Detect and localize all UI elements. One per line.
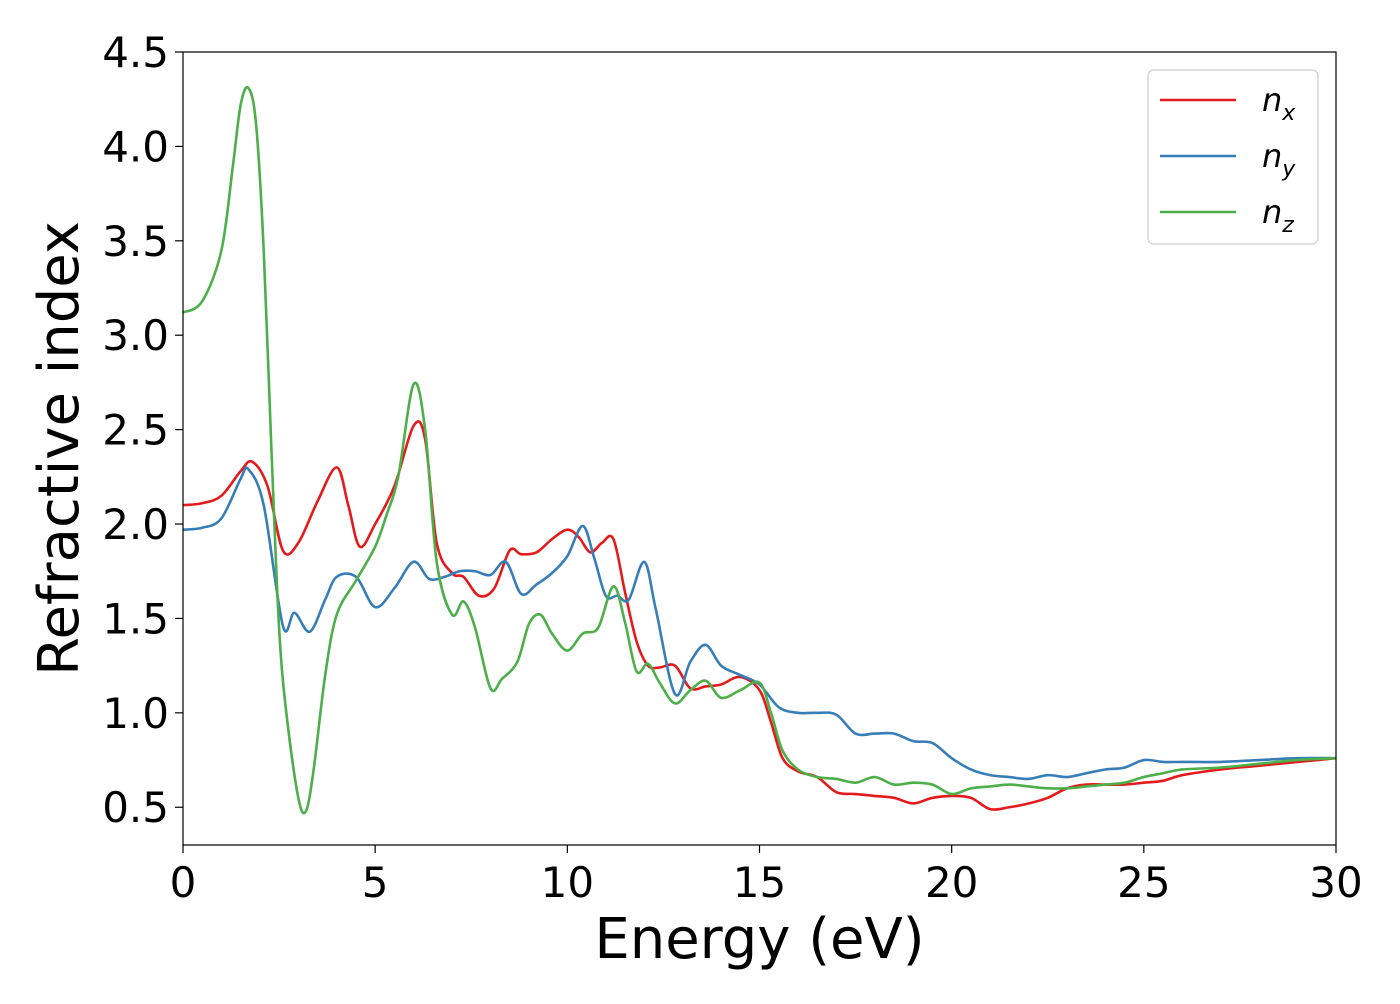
series-line-y xyxy=(183,466,1336,781)
legend-label-y: ny xyxy=(1262,137,1296,182)
y-tick-label: 4.0 xyxy=(102,122,169,171)
y-tick-label: 1.5 xyxy=(102,594,169,643)
x-tick-label: 15 xyxy=(733,858,786,907)
y-tick-label: 0.5 xyxy=(102,783,169,832)
series-layer xyxy=(183,85,1336,815)
x-tick-label: 5 xyxy=(362,858,389,907)
y-tick-label: 3.5 xyxy=(102,217,169,266)
x-tick-label: 20 xyxy=(925,858,978,907)
series-line-x xyxy=(183,420,1336,811)
series-line-z xyxy=(183,85,1336,815)
y-tick-label: 2.0 xyxy=(102,500,169,549)
x-tick-label: 30 xyxy=(1309,858,1362,907)
x-axis-title: Energy (eV) xyxy=(594,907,924,972)
y-tick-label: 4.5 xyxy=(102,28,169,77)
y-tick-label: 3.0 xyxy=(102,311,169,360)
y-tick-label: 1.0 xyxy=(102,689,169,738)
x-tick-label: 25 xyxy=(1117,858,1170,907)
y-axis-title: Refractive index xyxy=(27,221,92,676)
x-tick-label: 10 xyxy=(541,858,594,907)
ticks-layer: 0 5 10 15 20 25 30 0.5 1.0 1.5 2.0 2.5 3.0 3.5 4.0 4.5 xyxy=(102,28,1363,907)
x-tick-label: 0 xyxy=(170,858,197,907)
y-tick-label: 2.5 xyxy=(102,406,169,455)
